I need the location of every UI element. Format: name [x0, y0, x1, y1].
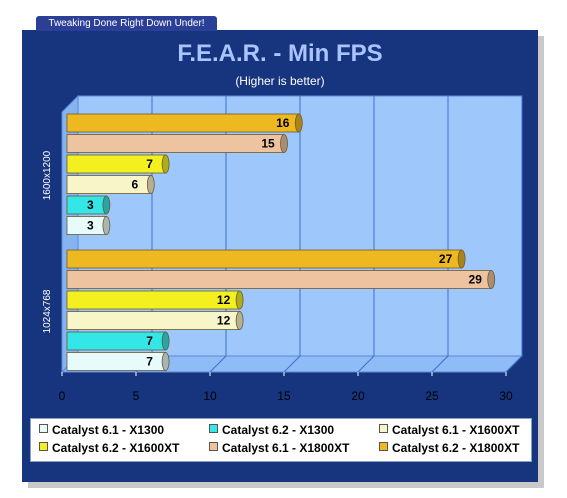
- legend-swatch: [379, 424, 388, 433]
- bar-end-cap: [161, 154, 170, 174]
- gridline-floor: [357, 355, 375, 373]
- legend-swatch: [379, 442, 388, 451]
- bar: [66, 290, 241, 310]
- bar-end-cap: [487, 270, 496, 289]
- bar-end-cap: [457, 249, 466, 269]
- x-tick-label: 15: [277, 389, 291, 403]
- legend-label: Catalyst 6.1 - X1300: [52, 423, 165, 437]
- legend-swatch: [39, 442, 48, 451]
- bar: [66, 175, 152, 194]
- x-tick-label: 25: [425, 389, 439, 403]
- legend-label: Catalyst 6.1 - X1600XT: [392, 423, 520, 437]
- bar-value-label: 7: [146, 157, 153, 171]
- bar-end-cap: [161, 352, 170, 371]
- chart-title: F.E.A.R. - Min FPS: [177, 40, 383, 67]
- plot-area: 0 5 10 15 20 25 301600x1200161576331024x768272…: [42, 94, 524, 403]
- bar-value-label: 3: [87, 219, 94, 233]
- bar-end-cap: [102, 195, 111, 215]
- legend-label: Catalyst 6.2 - X1600XT: [52, 441, 180, 455]
- bar: [66, 113, 300, 133]
- category-label: 1024x768: [42, 289, 53, 333]
- bar-value-label: 12: [217, 314, 231, 328]
- legend-label: Catalyst 6.1 - X1800XT: [222, 441, 350, 455]
- bar-value-label: 12: [217, 293, 231, 307]
- legend-label: Catalyst 6.2 - X1300: [222, 423, 335, 437]
- x-tick-label: 5: [133, 389, 140, 403]
- bar-value-label: 27: [439, 252, 453, 266]
- bar-value-label: 29: [469, 273, 483, 287]
- bar: [66, 270, 492, 289]
- bar-end-cap: [280, 134, 288, 153]
- x-tick-label: 20: [351, 389, 365, 403]
- x-tick-label: 10: [203, 389, 217, 403]
- bar-end-cap: [146, 175, 155, 194]
- category-label: 1600x1200: [42, 150, 53, 200]
- bar-value-label: 3: [87, 198, 94, 212]
- legend-item: Catalyst 6.1 - X1600XT: [379, 423, 519, 437]
- bar-end-cap: [161, 331, 170, 351]
- bar-end-cap: [235, 290, 244, 310]
- legend-label: Catalyst 6.2 - X1800XT: [392, 441, 520, 455]
- legend-swatch: [209, 442, 218, 451]
- chart-subtitle: (Higher is better): [235, 74, 325, 88]
- legend-item: Catalyst 6.2 - X1300: [209, 423, 334, 437]
- gridline-floor: [505, 355, 523, 373]
- bar-value-label: 7: [146, 355, 153, 369]
- bar-end-cap: [102, 216, 111, 235]
- legend-swatch: [39, 424, 48, 433]
- bar: [66, 249, 463, 269]
- bar: [66, 134, 285, 153]
- legend-item: Catalyst 6.2 - X1800XT: [379, 441, 519, 455]
- legend-item: Catalyst 6.2 - X1600XT: [39, 441, 179, 455]
- x-tick-label: 30: [499, 389, 513, 403]
- site-tagline-tab: Tweaking Done Right Down Under!: [36, 16, 217, 31]
- gridline-floor: [283, 355, 301, 373]
- gridline-floor: [431, 355, 449, 373]
- legend-item: Catalyst 6.1 - X1300: [39, 423, 164, 437]
- bar-end-cap: [235, 311, 244, 330]
- x-tick-label: 0: [59, 389, 66, 403]
- bar-value-label: 15: [261, 137, 275, 151]
- legend-swatch: [209, 424, 218, 433]
- bar-end-cap: [294, 113, 303, 133]
- bar-value-label: 7: [146, 334, 153, 348]
- bar-value-label: 6: [131, 178, 138, 192]
- bar-value-label: 16: [276, 116, 290, 130]
- legend-item: Catalyst 6.1 - X1800XT: [209, 441, 349, 455]
- chart-legend: Catalyst 6.1 - X1300 Catalyst 6.2 - X1300…: [30, 418, 532, 462]
- bar: [66, 311, 241, 330]
- gridline-floor: [209, 355, 227, 373]
